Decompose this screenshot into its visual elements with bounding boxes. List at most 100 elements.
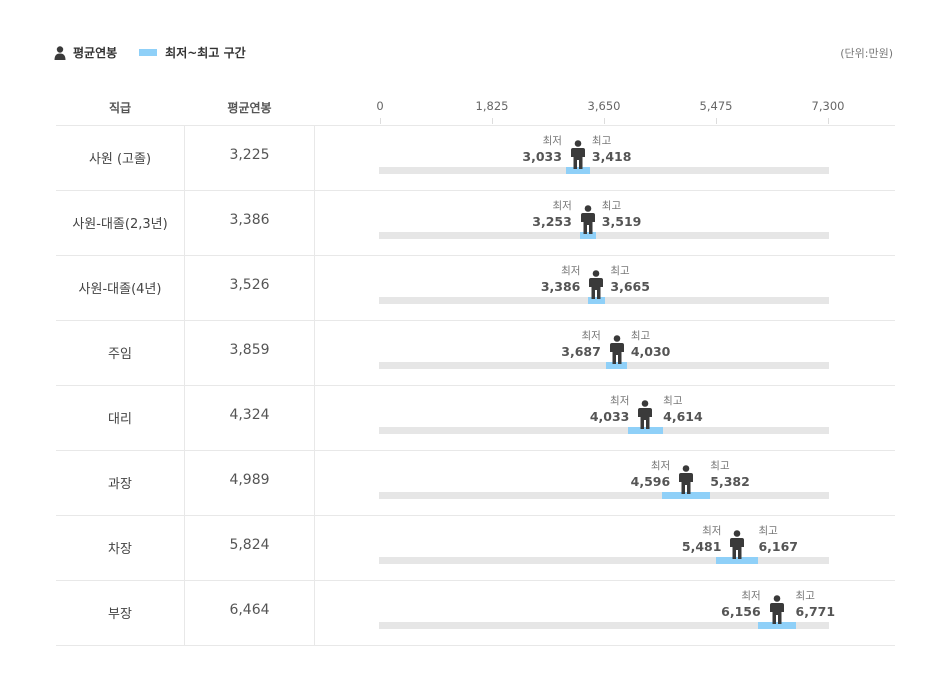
row-divider <box>56 255 895 256</box>
avg-salary-value: 3,225 <box>229 147 270 163</box>
person-icon <box>730 530 745 559</box>
min-salary-value: 3,687 <box>561 344 601 359</box>
avg-salary-value: 3,526 <box>229 277 270 293</box>
max-salary-label: 최고 3,665 <box>610 264 650 294</box>
min-salary-value: 6,156 <box>721 604 761 619</box>
max-caption: 최고 <box>610 265 630 277</box>
max-salary-value: 3,418 <box>591 149 632 164</box>
max-salary-label: 최고 6,771 <box>796 589 836 619</box>
max-salary-label: 최고 3,519 <box>602 199 642 229</box>
salary-range-bar <box>716 557 759 564</box>
legend: 평균연봉 최저~최고 구간 <box>54 44 268 61</box>
legend-range-label: 최저~최고 구간 <box>165 46 246 60</box>
avg-salary-value: 4,324 <box>229 407 270 423</box>
person-icon <box>769 595 784 624</box>
legend-item-range: 최저~최고 구간 <box>139 44 246 61</box>
min-caption: 최저 <box>581 330 601 342</box>
row-divider <box>56 125 895 126</box>
legend-avg-label: 평균연봉 <box>73 46 118 60</box>
x-tick-label: 5,475 <box>699 99 733 113</box>
avg-salary-value: 4,989 <box>229 472 270 488</box>
max-salary-label: 최고 5,382 <box>710 459 750 489</box>
salary-range-bar <box>606 362 628 369</box>
person-icon <box>54 45 66 60</box>
x-tick-mark <box>492 118 493 124</box>
row-divider <box>56 320 895 321</box>
max-caption: 최고 <box>795 590 815 602</box>
range-track <box>379 622 829 629</box>
max-salary-value: 5,382 <box>710 474 750 489</box>
row-divider <box>56 645 895 646</box>
person-icon <box>589 270 604 299</box>
x-tick-label: 7,300 <box>811 99 845 113</box>
avg-salary-value: 3,386 <box>229 212 270 228</box>
max-salary-value: 4,030 <box>630 344 671 359</box>
min-salary-value: 4,033 <box>589 409 630 424</box>
max-salary-value: 4,614 <box>663 409 703 424</box>
max-salary-label: 최고 4,030 <box>631 329 671 359</box>
col-header-avg: 평균연봉 <box>227 101 272 115</box>
max-salary-value: 3,665 <box>610 279 650 294</box>
min-caption: 최저 <box>702 525 722 537</box>
max-salary-value: 3,519 <box>601 214 642 229</box>
min-salary-label: 최저 3,687 <box>561 329 601 359</box>
max-caption: 최고 <box>663 395 683 407</box>
max-salary-value: 6,167 <box>758 539 798 554</box>
min-salary-value: 4,596 <box>630 474 671 489</box>
person-icon <box>580 205 595 234</box>
legend-item-avg: 평균연봉 <box>54 44 117 61</box>
salary-range-bar <box>627 427 664 434</box>
min-salary-label: 최저 4,596 <box>631 459 671 489</box>
range-track <box>379 427 829 434</box>
rank-label: 주임 <box>108 347 132 362</box>
max-caption: 최고 <box>710 460 730 472</box>
max-caption: 최고 <box>591 135 612 147</box>
person-icon <box>570 140 585 169</box>
rank-label: 부장 <box>108 607 132 622</box>
rank-label: 사원 (고졸) <box>88 152 152 167</box>
min-caption: 최저 <box>542 135 562 147</box>
salary-range-bar <box>757 622 796 629</box>
min-salary-value: 3,386 <box>540 279 581 294</box>
min-caption: 최저 <box>650 460 671 472</box>
row-divider <box>56 385 895 386</box>
max-salary-label: 최고 6,167 <box>758 524 798 554</box>
min-caption: 최저 <box>610 395 630 407</box>
salary-range-bar <box>566 167 590 174</box>
rank-label: 차장 <box>108 542 132 557</box>
row-divider <box>56 515 895 516</box>
range-swatch <box>139 49 158 56</box>
person-icon <box>609 335 624 364</box>
range-track <box>379 362 829 369</box>
x-tick-mark <box>380 118 381 124</box>
person-icon <box>679 465 694 494</box>
min-salary-value: 3,033 <box>522 149 562 164</box>
min-salary-label: 최저 3,253 <box>532 199 572 229</box>
row-divider <box>56 450 895 451</box>
min-caption: 최저 <box>552 200 572 212</box>
x-tick-mark <box>828 118 829 124</box>
max-caption: 최고 <box>601 200 622 212</box>
column-divider <box>314 126 315 645</box>
salary-range-bar <box>579 232 596 239</box>
salary-range-bar <box>587 297 605 304</box>
min-salary-value: 3,253 <box>532 214 572 229</box>
range-track <box>379 167 829 174</box>
min-caption: 최저 <box>561 265 581 277</box>
max-salary-value: 6,771 <box>795 604 836 619</box>
range-track <box>379 492 829 499</box>
max-salary-label: 최고 3,418 <box>592 134 632 164</box>
max-caption: 최고 <box>630 330 651 342</box>
rank-label: 대리 <box>108 412 132 427</box>
max-caption: 최고 <box>758 525 778 537</box>
col-header-rank: 직급 <box>108 101 132 115</box>
min-salary-label: 최저 3,386 <box>541 264 581 294</box>
min-salary-label: 최저 3,033 <box>522 134 562 164</box>
column-divider <box>184 126 185 645</box>
x-tick-label: 0 <box>376 99 384 113</box>
rank-label: 과장 <box>108 477 132 492</box>
min-salary-value: 5,481 <box>681 539 722 554</box>
x-tick-label: 1,825 <box>475 99 509 113</box>
range-track <box>379 557 829 564</box>
row-divider <box>56 190 895 191</box>
